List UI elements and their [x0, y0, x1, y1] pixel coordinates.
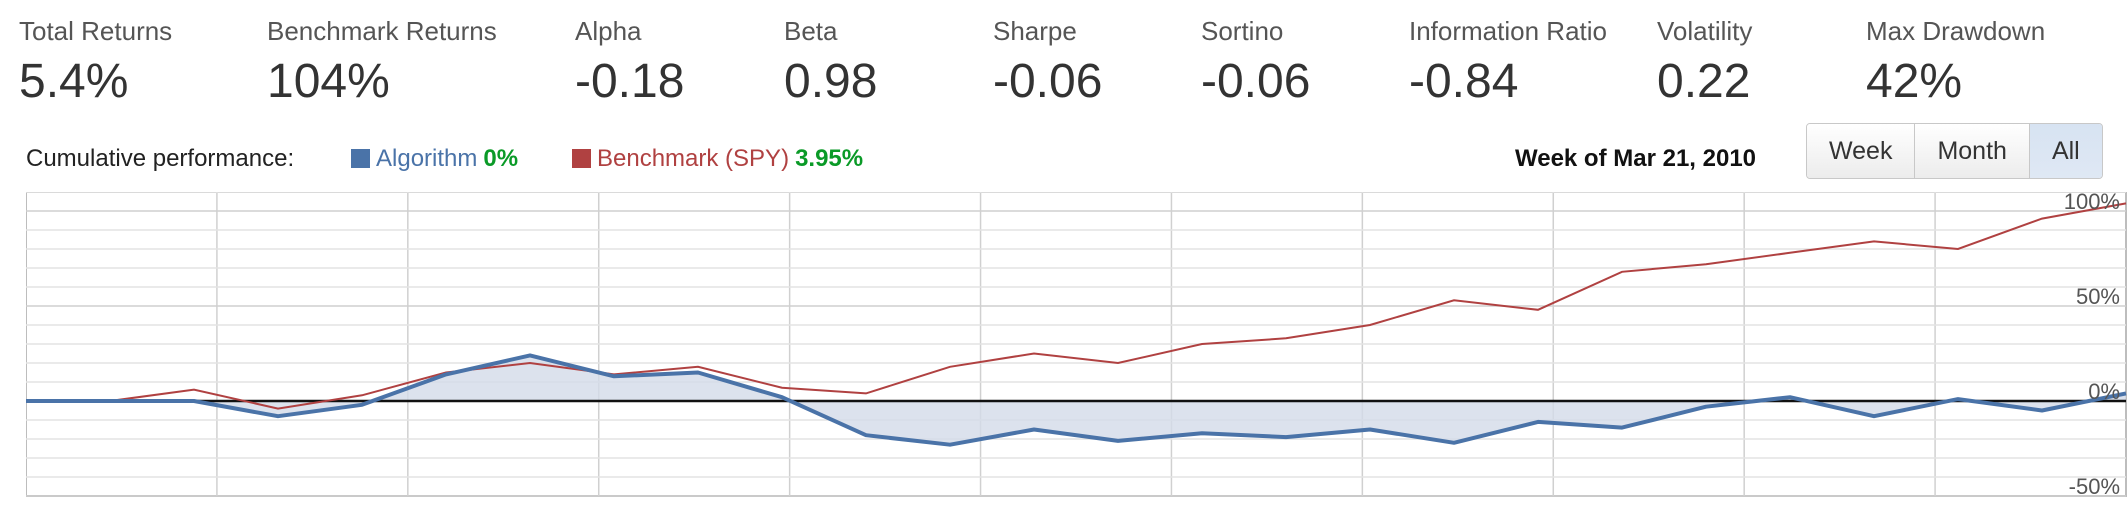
stat-alpha: Alpha -0.18: [575, 18, 684, 106]
stat-sortino: Sortino -0.06: [1201, 18, 1310, 106]
y-tick-label: -50%: [2069, 474, 2120, 498]
stat-information-ratio: Information Ratio -0.84: [1409, 18, 1607, 106]
stat-label: Sortino: [1201, 16, 1284, 46]
stat-label: Beta: [784, 16, 838, 46]
stat-label: Volatility: [1657, 16, 1753, 46]
y-tick-label: 0%: [2088, 379, 2120, 404]
stat-value: 0.22: [1657, 55, 1751, 108]
performance-chart[interactable]: -50% 0% 50% 100%: [26, 192, 2128, 498]
stat-value: -0.84: [1409, 55, 1519, 108]
week-label: Week of Mar 21, 2010: [1515, 145, 1757, 172]
stat-benchmark-returns: Benchmark Returns 104%: [267, 18, 497, 106]
stat-max-drawdown: Max Drawdown 42%: [1866, 18, 2045, 106]
stat-value: 0.98: [784, 55, 878, 108]
stat-sharpe: Sharpe -0.06: [993, 18, 1102, 106]
stat-volatility: Volatility 0.22: [1657, 18, 1752, 106]
legend-pct-benchmark: 3.95%: [795, 145, 864, 172]
range-week-button[interactable]: Week: [1807, 124, 1916, 178]
stat-value: 104%: [267, 55, 390, 108]
stat-value: 5.4%: [19, 55, 129, 108]
stat-total-returns: Total Returns 5.4%: [19, 18, 172, 106]
y-axis-ticks: -50% 0% 50% 100%: [2064, 192, 2120, 498]
stats-row: Total Returns 5.4% Benchmark Returns 104…: [0, 0, 2128, 120]
stat-label: Benchmark Returns: [267, 16, 497, 46]
benchmark-swatch-icon: [572, 149, 591, 168]
stat-value: -0.06: [993, 55, 1103, 108]
stat-label: Sharpe: [993, 16, 1077, 46]
stat-label: Information Ratio: [1409, 16, 1607, 46]
y-tick-label: 50%: [2076, 284, 2120, 309]
legend-title: Cumulative performance:: [26, 145, 295, 172]
legend-item-algorithm[interactable]: Algorithm 0%: [351, 145, 518, 173]
range-all-button[interactable]: All: [2029, 124, 2102, 178]
benchmark-series-line: [26, 202, 2127, 410]
range-month-button[interactable]: Month: [1915, 124, 2030, 178]
stat-beta: Beta 0.98: [784, 18, 877, 106]
y-tick-label: 100%: [2064, 192, 2120, 214]
algorithm-swatch-icon: [351, 149, 370, 168]
stat-value: -0.18: [575, 55, 685, 108]
legend-pct-algorithm: 0%: [483, 145, 519, 172]
stat-label: Total Returns: [19, 16, 173, 46]
chart-legend: Cumulative performance: Algorithm 0% Benc…: [0, 125, 2128, 195]
legend-label-algorithm: Algorithm: [376, 145, 478, 172]
stat-label: Max Drawdown: [1866, 16, 2046, 46]
legend-label-benchmark: Benchmark (SPY): [597, 145, 790, 172]
stat-value: -0.06: [1201, 55, 1311, 108]
stat-value: 42%: [1866, 55, 1963, 108]
algorithm-series-line: [26, 353, 2127, 447]
legend-item-benchmark[interactable]: Benchmark (SPY) 3.95%: [572, 145, 863, 173]
range-selector: Week Month All: [1806, 123, 2103, 179]
algorithm-area: [26, 355, 2126, 445]
stat-label: Alpha: [575, 16, 642, 46]
